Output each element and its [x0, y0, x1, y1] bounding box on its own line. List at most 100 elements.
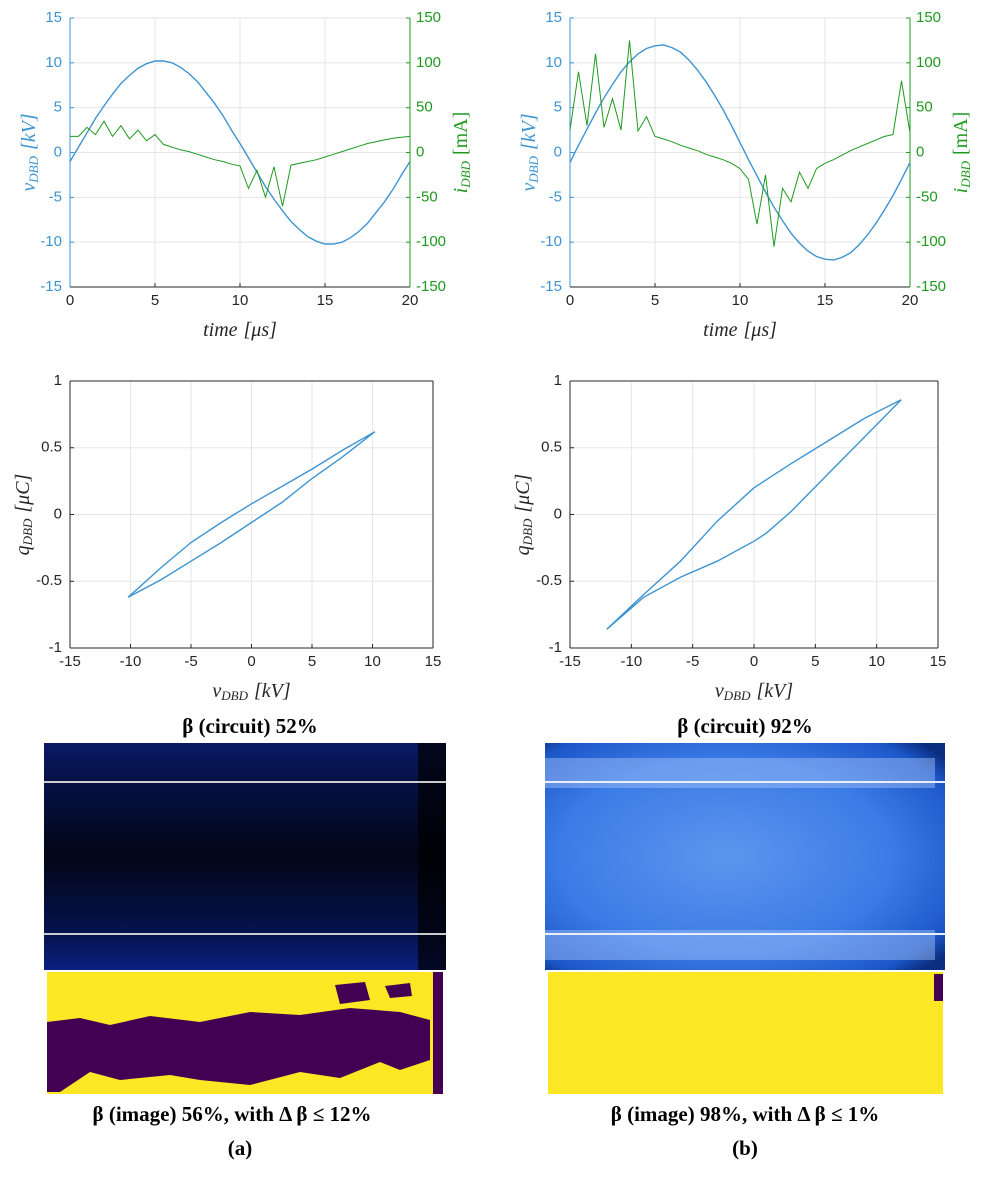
- y-tick-label: -0.5: [536, 572, 562, 589]
- axis-label: qDBD [μC]: [12, 474, 35, 556]
- x-tick-label: 15: [930, 653, 947, 670]
- axis-label: vDBD [kV]: [715, 680, 793, 703]
- x-tick-label: -15: [59, 653, 81, 670]
- caption: β (circuit) 52%: [182, 714, 317, 738]
- x-tick-label: 10: [364, 653, 381, 670]
- binary-edge: [433, 972, 443, 1094]
- panel-label: (a): [228, 1136, 253, 1160]
- glow: [545, 758, 935, 788]
- x-tick-label: -5: [686, 653, 699, 670]
- x-tick-label: 20: [402, 292, 419, 309]
- x-tick-label: 10: [232, 292, 249, 309]
- label-main: q: [12, 545, 34, 555]
- label-unit: [μs]: [744, 319, 777, 341]
- caption: β (image) 98%, with Δ β ≤ 1%: [611, 1102, 879, 1126]
- y2-tick-label: 50: [416, 99, 433, 116]
- label-unit: [mA]: [450, 112, 472, 155]
- y-tick-label: -1: [549, 639, 562, 656]
- axis-label: iDBD [mA]: [950, 112, 973, 194]
- label-main: q: [512, 545, 534, 555]
- axis-label: iDBD [mA]: [450, 112, 473, 194]
- x-tick-label: 10: [732, 292, 749, 309]
- label-unit: [μs]: [244, 319, 277, 341]
- label-sub: DBD: [220, 688, 248, 703]
- axis-label: vDBD [kV]: [212, 680, 290, 703]
- axis-label: vDBD [kV]: [518, 113, 541, 191]
- label-sub: DBD: [520, 518, 535, 546]
- x-tick-label: 10: [868, 653, 885, 670]
- y-tick-label: -5: [549, 188, 562, 205]
- label-sub: DBD: [958, 160, 973, 188]
- caption: β (circuit) 92%: [677, 714, 812, 738]
- label-main: time: [203, 319, 238, 341]
- label-sub: DBD: [20, 518, 35, 546]
- binary-region: [47, 1008, 430, 1092]
- y2-tick-label: 100: [416, 54, 441, 71]
- y-tick-label: 0: [54, 143, 62, 160]
- caption: β (image) 56%, with Δ β ≤ 12%: [93, 1102, 372, 1126]
- label-sub: DBD: [526, 155, 541, 183]
- panel-label: (b): [732, 1136, 758, 1160]
- y-tick-label: -10: [40, 233, 62, 250]
- y-tick-label: -10: [540, 233, 562, 250]
- binary-map-b: [548, 972, 943, 1094]
- y-tick-label: 15: [545, 9, 562, 26]
- y-tick-label: -0.5: [36, 572, 62, 589]
- y-tick-label: 1: [54, 372, 62, 389]
- y2-tick-label: -50: [416, 188, 438, 205]
- x-tick-label: 5: [651, 292, 659, 309]
- x-tick-label: 5: [811, 653, 819, 670]
- label-unit: [mA]: [950, 112, 972, 155]
- label-unit: [μC]: [12, 474, 34, 513]
- axis-label: qDBD [μC]: [512, 474, 535, 556]
- y2-tick-label: 150: [916, 9, 941, 26]
- x-tick-label: 15: [425, 653, 442, 670]
- x-tick-label: 0: [566, 292, 574, 309]
- y2-tick-label: -50: [916, 188, 938, 205]
- y-tick-label: -5: [49, 188, 62, 205]
- x-tick-label: -5: [184, 653, 197, 670]
- label-unit: [kV]: [756, 680, 793, 702]
- label-sub: DBD: [458, 160, 473, 188]
- y2-tick-label: 0: [416, 143, 424, 160]
- y2-tick-label: 100: [916, 54, 941, 71]
- y2-tick-label: -150: [416, 278, 446, 295]
- label-main: v: [212, 680, 221, 702]
- axis-label: time [μs]: [703, 319, 777, 341]
- x-tick-label: 0: [750, 653, 758, 670]
- binary-region: [934, 974, 943, 1001]
- plasma-image-a: [44, 743, 446, 970]
- plasma-image-b: [545, 743, 945, 970]
- y-tick-label: 0.5: [541, 439, 562, 456]
- y-tick-label: -15: [40, 278, 62, 295]
- x-tick-label: 5: [308, 653, 316, 670]
- label-sub: DBD: [26, 155, 41, 183]
- y-tick-label: 10: [545, 54, 562, 71]
- x-tick-label: 0: [247, 653, 255, 670]
- series-line: [606, 399, 902, 630]
- x-tick-label: 15: [317, 292, 334, 309]
- y2-tick-label: 150: [416, 9, 441, 26]
- x-tick-label: -15: [559, 653, 581, 670]
- label-main: v: [18, 183, 40, 192]
- label-unit: [kV]: [518, 113, 540, 150]
- x-tick-label: 5: [151, 292, 159, 309]
- axis-label: time [μs]: [203, 319, 277, 341]
- label-unit: [kV]: [18, 113, 40, 150]
- label-main: i: [450, 188, 472, 194]
- x-tick-label: 15: [817, 292, 834, 309]
- series-line: [569, 40, 911, 247]
- axis-label: vDBD [kV]: [18, 113, 41, 191]
- y-tick-label: 0: [54, 505, 62, 522]
- y-tick-label: 15: [45, 9, 62, 26]
- y2-tick-label: -100: [916, 233, 946, 250]
- label-main: time: [703, 319, 738, 341]
- x-tick-label: 20: [902, 292, 919, 309]
- x-tick-label: 0: [66, 292, 74, 309]
- label-unit: [kV]: [254, 680, 291, 702]
- y-tick-label: 0: [554, 143, 562, 160]
- series-line: [69, 60, 411, 245]
- y-tick-label: 10: [45, 54, 62, 71]
- x-tick-label: -10: [120, 653, 142, 670]
